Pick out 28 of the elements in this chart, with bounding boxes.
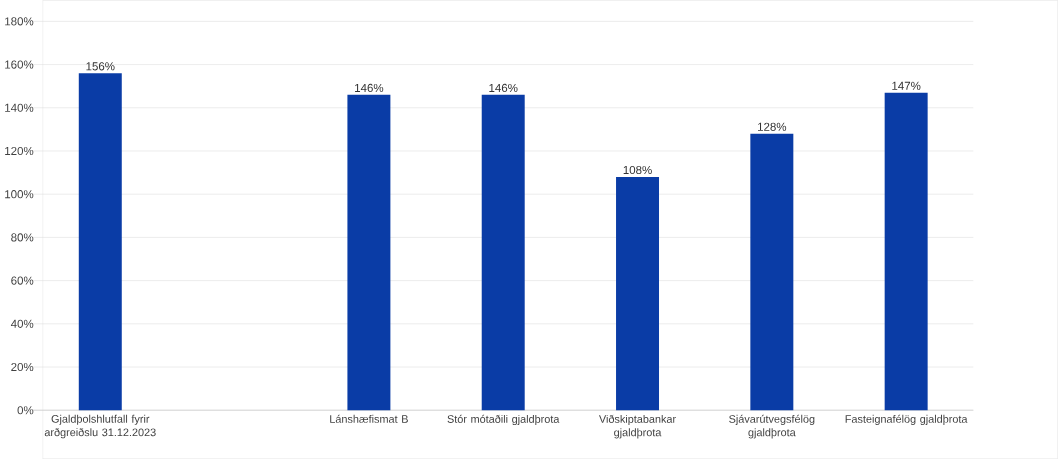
bar <box>481 94 525 411</box>
bar <box>347 94 391 411</box>
bar <box>78 73 122 411</box>
data-label: 156% <box>86 62 115 71</box>
data-label: 146% <box>489 83 518 92</box>
x-tick-label: Lánshæfismat B <box>330 414 408 423</box>
y-tick-label: 100% <box>5 190 34 199</box>
y-tick-label: 0% <box>17 406 34 415</box>
y-tick-label: 140% <box>5 103 34 112</box>
y-tick-label: 20% <box>11 362 34 372</box>
x-tick-label: Fasteignafélög gjaldþrota <box>845 414 968 425</box>
x-tick-label: Gjaldþolshlutfall fyrir arðgreiðslu 31.12.2023 <box>44 414 156 439</box>
data-label: 147% <box>892 81 921 90</box>
bar <box>616 176 660 411</box>
y-tick-label: 160% <box>5 60 34 69</box>
x-tick-label: Viðskiptabankar gjaldþrota <box>598 414 676 439</box>
data-label: 108% <box>623 165 652 175</box>
y-tick-label: 120% <box>5 146 34 156</box>
y-tick-label: 180% <box>5 17 34 26</box>
y-tick-label: 80% <box>11 233 34 242</box>
bar <box>750 133 794 411</box>
y-tick-label: 60% <box>11 276 34 285</box>
bar <box>884 92 928 411</box>
data-label: 128% <box>758 122 787 131</box>
data-label: 146% <box>355 83 384 92</box>
y-tick-label: 40% <box>10 319 34 328</box>
x-tick-label: Stór mótaðili gjaldþrota <box>447 414 560 425</box>
x-tick-label: Sjávarútvegsfélög gjaldþrota <box>729 414 815 439</box>
